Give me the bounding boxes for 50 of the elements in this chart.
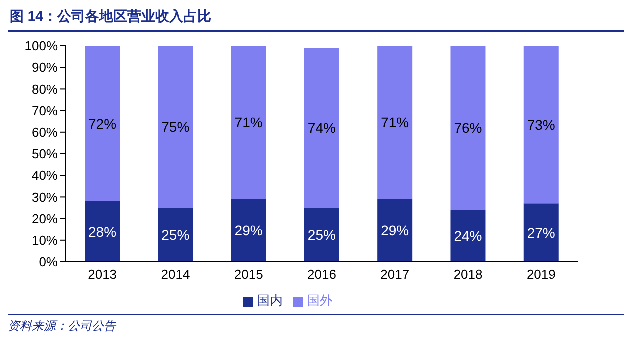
data-label: 27% bbox=[527, 224, 556, 241]
y-tick-label: 90% bbox=[32, 60, 58, 76]
data-label: 76% bbox=[454, 120, 482, 136]
chart-title: 图 14：公司各地区营业收入占比 bbox=[8, 8, 624, 32]
y-tick-label: 50% bbox=[32, 146, 58, 162]
bar bbox=[378, 199, 413, 262]
bar bbox=[304, 208, 340, 262]
y-tick-label: 40% bbox=[32, 168, 58, 184]
bar bbox=[450, 46, 486, 210]
bar bbox=[85, 202, 120, 262]
data-label: 71% bbox=[381, 114, 410, 131]
bar bbox=[524, 46, 559, 204]
y-tick-label: 70% bbox=[32, 103, 58, 118]
data-label: 74% bbox=[308, 120, 336, 136]
data-label: 29% bbox=[381, 222, 410, 239]
bar bbox=[231, 199, 266, 262]
y-tick-label: 30% bbox=[32, 190, 58, 205]
y-tick-label: 0% bbox=[39, 254, 58, 270]
text: 资料来源：公司公告 bbox=[8, 318, 118, 335]
bar bbox=[85, 46, 120, 202]
y-tick-label: 80% bbox=[32, 82, 58, 97]
bar bbox=[231, 46, 266, 200]
x-tick-label: 2016 bbox=[308, 267, 336, 282]
x-tick-label: 2018 bbox=[454, 267, 483, 282]
x-tick-label: 2014 bbox=[161, 267, 190, 282]
legend-label: 国外 bbox=[307, 293, 333, 308]
data-label: 25% bbox=[308, 227, 336, 243]
bar bbox=[304, 48, 340, 208]
x-tick-label: 2015 bbox=[234, 267, 264, 282]
bar bbox=[450, 210, 486, 262]
data-label: 24% bbox=[454, 228, 482, 244]
bar bbox=[158, 46, 194, 208]
y-tick-label: 10% bbox=[32, 233, 58, 248]
x-tick-label: 2019 bbox=[526, 267, 556, 282]
bar bbox=[158, 208, 194, 262]
y-tick-label: 100% bbox=[24, 38, 58, 54]
y-tick-label: 20% bbox=[32, 211, 58, 226]
data-label: 75% bbox=[162, 119, 190, 135]
data-label: 73% bbox=[527, 116, 556, 133]
data-label: 25% bbox=[162, 227, 190, 243]
x-tick-label: 2013 bbox=[88, 267, 118, 282]
x-tick-label: 2017 bbox=[380, 267, 410, 282]
data-label: 29% bbox=[234, 222, 263, 239]
data-label: 72% bbox=[88, 116, 117, 132]
bar bbox=[524, 204, 559, 262]
y-tick-label: 60% bbox=[32, 125, 58, 140]
legend-label: 国内 bbox=[257, 293, 283, 308]
data-label: 71% bbox=[234, 114, 263, 131]
bar bbox=[378, 46, 413, 200]
data-label: 28% bbox=[88, 224, 117, 240]
